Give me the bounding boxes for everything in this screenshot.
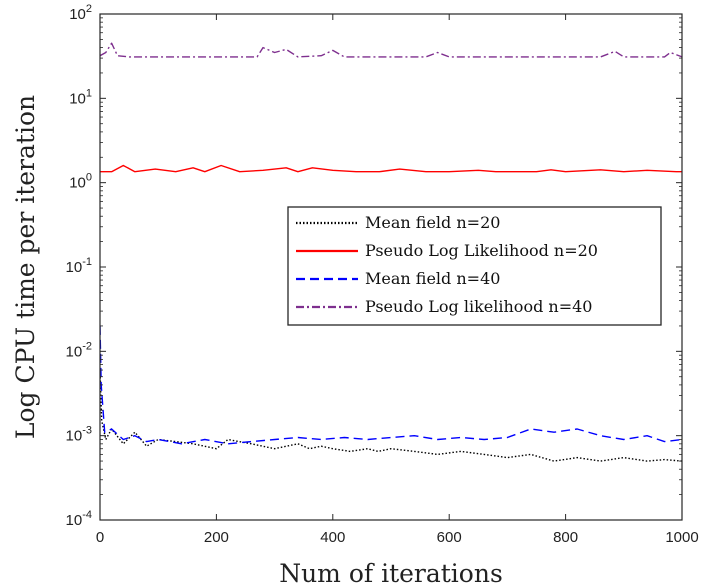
series-line-1 (100, 369, 682, 462)
y-tick-base: 10 (69, 6, 86, 23)
y-axis-title: Log CPU time per iteration (11, 95, 40, 439)
y-tick-base: 10 (66, 512, 83, 529)
y-tick-label: 10-3 (66, 425, 92, 445)
legend-label-3: Mean field n=40 (365, 269, 500, 288)
x-axis: 0 200 400 600 800 1000 (96, 14, 699, 546)
y-tick-label: 10-4 (66, 509, 92, 529)
x-tick-label: 1000 (665, 529, 698, 546)
y-tick-base: 10 (66, 343, 83, 360)
series-layer (100, 42, 682, 462)
series-line-3 (100, 325, 682, 445)
y-tick-base: 10 (66, 428, 83, 445)
y-tick-base: 10 (69, 175, 86, 192)
y-tick-exponent: 0 (86, 172, 92, 184)
x-tick-label: 200 (204, 529, 229, 546)
x-tick-label: 0 (96, 529, 104, 546)
y-tick-exponent: -4 (82, 509, 92, 521)
y-tick-exponent: -1 (82, 256, 92, 268)
legend-label-1: Mean field n=20 (365, 213, 500, 232)
y-tick-label: 100 (69, 172, 92, 192)
series-line-4 (100, 42, 682, 58)
legend-label-4: Pseudo Log likelihood n=40 (365, 297, 592, 316)
y-tick-base: 10 (69, 90, 86, 107)
legend-label-2: Pseudo Log Likelihood n=20 (365, 241, 598, 260)
y-tick-exponent: -2 (82, 340, 92, 352)
y-tick-exponent: 2 (86, 3, 92, 15)
x-tick-label: 400 (320, 529, 345, 546)
y-tick-label: 102 (69, 3, 92, 23)
x-axis-title: Num of iterations (279, 559, 503, 588)
y-tick-exponent: -3 (82, 425, 92, 437)
y-tick-label: 101 (69, 87, 92, 107)
y-tick-label: 10-1 (66, 256, 92, 276)
series-line-2 (100, 164, 682, 173)
y-tick-base: 10 (66, 259, 83, 276)
y-tick-label: 10-2 (66, 340, 92, 360)
x-tick-label: 600 (437, 529, 462, 546)
x-tick-label: 800 (553, 529, 578, 546)
legend-box (287, 206, 662, 326)
y-tick-exponent: 1 (86, 87, 92, 99)
legend: Mean field n=20 Pseudo Log Likelihood n=2… (287, 206, 662, 326)
